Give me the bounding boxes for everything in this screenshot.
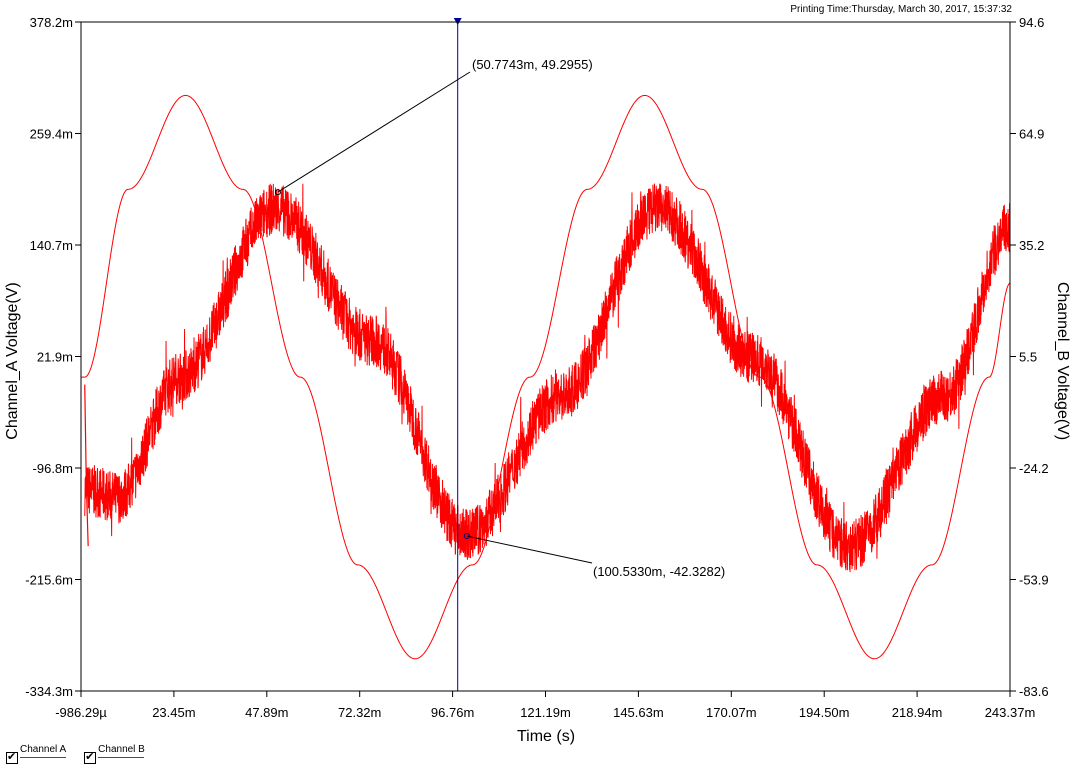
x-tick-label: 170.07m — [706, 705, 757, 720]
x-tick-label: 194.50m — [799, 705, 850, 720]
y-left-tick-label: 21.9m — [37, 350, 73, 365]
annotation-point-1 — [274, 189, 281, 196]
legend-label-channel-b: Channel B — [98, 744, 145, 755]
series-channel-a-line — [81, 94, 1011, 660]
y-left-tick-label: -334.3m — [25, 684, 73, 699]
series-channel-b-line — [84, 183, 1011, 573]
plot-frame — [80, 21, 1011, 692]
y-left-tick-label: 140.7m — [30, 238, 73, 253]
y-right-tick-label: 5.5 — [1019, 350, 1037, 365]
x-tick-label: 218.94m — [892, 705, 943, 720]
y-axis-right-title: Channel_B Voltage(V) — [1054, 282, 1071, 440]
legend-label-channel-a: Channel A — [20, 744, 67, 755]
plot-area: (50.7743m, 49.2955) (100.5330m, -42.3282) — [81, 18, 1011, 691]
legend: Channel A Channel B — [6, 744, 145, 764]
legend-swatch-channel-b — [98, 757, 145, 758]
checkbox-channel-a[interactable] — [6, 750, 18, 764]
series-channel-b-start — [84, 384, 89, 547]
legend-item-channel-a[interactable]: Channel A — [6, 744, 66, 764]
x-axis-title: Time (s) — [517, 728, 575, 745]
annotation-point-2 — [463, 533, 470, 540]
y-right-tick-label: -53.9 — [1019, 573, 1049, 588]
x-tick-label: 243.37m — [985, 705, 1036, 720]
print-time: Printing Time:Thursday, March 30, 2017, … — [790, 4, 1012, 15]
x-tick-label: -986.29µ — [55, 705, 107, 720]
y-left-tick-label: 259.4m — [30, 127, 73, 142]
y-right-tick-label: 35.2 — [1019, 238, 1044, 253]
y-left-tick-label: -96.8m — [33, 461, 73, 476]
x-tick-label: 47.89m — [245, 705, 288, 720]
y-right-tick-label: -24.2 — [1019, 461, 1049, 476]
annotation-leader-2 — [466, 535, 593, 564]
y-axis-left-title: Channel_A Voltage(V) — [4, 282, 21, 439]
x-tick-label: 145.63m — [613, 705, 664, 720]
y-right-tick-label: 64.9 — [1019, 127, 1044, 142]
x-tick-label: 72.32m — [338, 705, 381, 720]
axes: -986.29µ 23.45m 47.89m 72.32m 96.76m 121.19m 1… — [25, 15, 1048, 720]
annotation-label-1: (50.7743m, 49.2955) — [472, 57, 593, 72]
x-tick-label: 96.76m — [431, 705, 474, 720]
legend-swatch-channel-a — [20, 757, 66, 758]
y-left-tick-label: 378.2m — [30, 15, 73, 30]
y-right-tick-label: -83.6 — [1019, 684, 1049, 699]
y-left-tick-label: -215.6m — [25, 573, 73, 588]
x-tick-label: 23.45m — [152, 705, 195, 720]
legend-item-channel-b[interactable]: Channel B — [84, 744, 145, 764]
x-tick-label: 121.19m — [520, 705, 571, 720]
annotation-label-2: (100.5330m, -42.3282) — [593, 564, 725, 579]
checkbox-channel-b[interactable] — [84, 750, 97, 764]
y-right-tick-label: 94.6 — [1019, 15, 1044, 30]
annotation-leader-1 — [277, 71, 471, 193]
